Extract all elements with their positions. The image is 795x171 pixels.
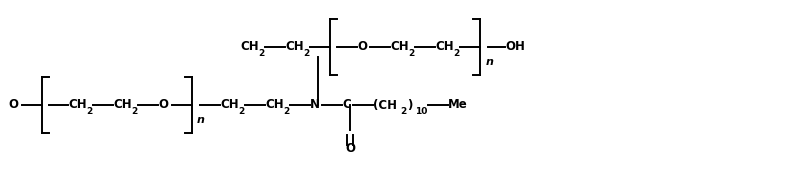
Text: O: O [8, 98, 18, 111]
Text: CH: CH [220, 98, 238, 111]
Text: 2: 2 [303, 49, 309, 58]
Text: n: n [486, 57, 494, 67]
Text: 2: 2 [408, 49, 414, 58]
Text: CH: CH [240, 41, 258, 54]
Text: 2: 2 [400, 108, 406, 116]
Text: CH: CH [68, 98, 87, 111]
Text: CH: CH [285, 41, 304, 54]
Text: CH: CH [113, 98, 132, 111]
Text: O: O [158, 98, 168, 111]
Text: 10: 10 [415, 108, 428, 116]
Text: 2: 2 [283, 108, 289, 116]
Text: CH: CH [390, 41, 409, 54]
Text: 2: 2 [238, 108, 244, 116]
Text: n: n [197, 115, 205, 125]
Text: ): ) [407, 98, 413, 111]
Text: C: C [342, 98, 351, 111]
Text: 2: 2 [86, 108, 92, 116]
Text: CH: CH [435, 41, 454, 54]
Text: OH: OH [505, 41, 525, 54]
Text: 2: 2 [131, 108, 138, 116]
Text: O: O [357, 41, 367, 54]
Text: 2: 2 [453, 49, 460, 58]
Text: Me: Me [448, 98, 467, 111]
Text: O: O [345, 141, 355, 155]
Text: 2: 2 [258, 49, 264, 58]
Text: N: N [310, 98, 320, 111]
Text: (CH: (CH [373, 98, 397, 111]
Text: CH: CH [265, 98, 284, 111]
